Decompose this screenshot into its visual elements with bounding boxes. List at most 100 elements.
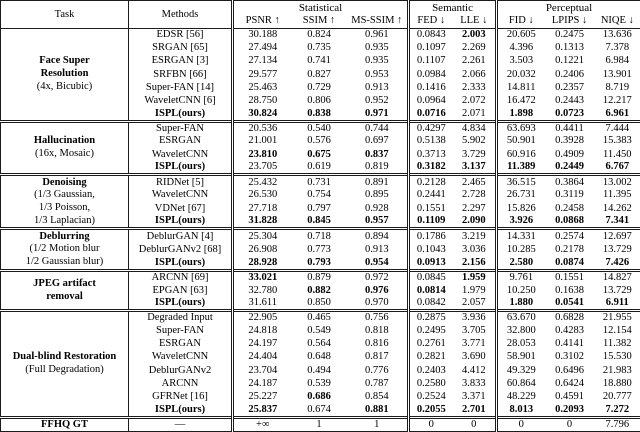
value-cell: 3.936 — [452, 309, 497, 325]
value-cell: 0.0843 — [407, 27, 453, 42]
value-cell: 10.250 — [495, 283, 545, 298]
table-row: WaveletCNN [6] 28.750 0.806 0.952 0.0964 2.07… — [1, 94, 640, 108]
task-cell: Denoising (1/3 Gaussian, 1/3 Poisson, 1/3 L… — [0, 173, 129, 229]
value-cell: 0.2357 — [555, 81, 584, 93]
value-cell: 11.395 — [603, 189, 632, 201]
table-row: ISPL(ours) 25.837 0.674 0.881 0.2055 2.701 8.0… — [1, 403, 640, 418]
value-cell: 27.494 — [231, 41, 292, 55]
value-cell: 2.269 — [461, 42, 486, 54]
table-row: Denoising (1/3 Gaussian, 1/3 Poisson, 1/3 L… — [0, 173, 640, 229]
value-cell: 0.972 — [346, 268, 409, 284]
value-cell: 6.911 — [605, 297, 629, 309]
value-cell: 20.032 — [495, 68, 545, 82]
value-cell: 13.729 — [602, 284, 632, 296]
value-cell: 0.881 — [364, 403, 389, 415]
value-cell: 22.905 — [231, 309, 292, 325]
value-cell: 0.619 — [307, 161, 331, 173]
method-cell: WaveletCNN — [128, 350, 233, 364]
table-row: Super-FAN [14] 25.463 0.729 0.913 0.1416 2.33… — [1, 81, 640, 95]
value-cell: 0.0868 — [555, 215, 584, 227]
value-cell: 0.1221 — [555, 55, 584, 67]
method-cell: EDSR [56] — [128, 27, 233, 42]
value-cell: 2.066 — [461, 68, 486, 80]
value-cell: 0.549 — [307, 325, 331, 337]
value-cell: 0.935 — [364, 55, 389, 67]
value-cell: 0.2574 — [544, 227, 595, 243]
value-cell: 3.503 — [495, 54, 545, 69]
value-cell: 13.002 — [594, 173, 640, 189]
value-cell: 6.984 — [605, 55, 630, 67]
value-cell: 3.833 — [461, 377, 486, 389]
value-cell: 0.1107 — [407, 54, 453, 69]
header-group-statistical: Statistical — [230, 0, 409, 15]
header-ssim: SSIM ↑ — [302, 15, 336, 27]
task-cell: Face Super Resolution (4x, Bicubic) — [0, 28, 129, 122]
header-methods: Methods — [128, 0, 233, 29]
value-cell: 0.913 — [364, 81, 389, 93]
value-cell: 14.331 — [495, 227, 545, 243]
value-cell: 0.3182 — [407, 161, 453, 175]
value-cell: 28.750 — [231, 94, 292, 108]
value-cell: 0.1313 — [555, 42, 584, 54]
value-cell: 24.404 — [231, 350, 292, 364]
header-task: Task — [54, 8, 75, 20]
value-cell: 0.0874 — [555, 256, 584, 268]
value-cell: 23.704 — [231, 363, 292, 378]
value-cell: 0 — [544, 415, 595, 432]
value-cell: 0.0541 — [555, 297, 584, 309]
value-cell: 2.090 — [461, 215, 486, 227]
task-cell: Deblurring (1/2 Motion blur 1/2 Gaussian b… — [0, 227, 129, 271]
value-cell: 0.913 — [364, 243, 389, 255]
value-cell: 14.811 — [495, 81, 545, 95]
value-cell: 0.675 — [307, 148, 331, 160]
header-lle: LLE ↓ — [460, 15, 488, 27]
value-cell: 0.0845 — [407, 268, 453, 284]
value-cell: 0.735 — [307, 42, 331, 54]
value-cell: 0.4909 — [555, 148, 584, 160]
value-cell: 8.719 — [605, 81, 630, 93]
value-cell: 0 — [452, 415, 497, 432]
method-cell: ISPL(ours) — [128, 256, 233, 271]
value-cell: 0.0716 — [407, 107, 453, 122]
value-cell: 8.013 — [495, 403, 545, 418]
value-cell: 0.1416 — [407, 81, 453, 95]
value-cell: 12.154 — [602, 325, 632, 337]
value-cell: 11.389 — [495, 161, 545, 175]
method-cell: ESRGAN — [128, 134, 233, 149]
value-cell: 0.819 — [364, 161, 389, 173]
value-cell: 0.539 — [307, 377, 331, 389]
value-cell: 0.970 — [364, 297, 389, 309]
value-cell: 0.971 — [364, 107, 389, 119]
value-cell: 0.928 — [364, 202, 389, 214]
task-label-line: Resolution — [40, 68, 89, 80]
method-cell: ESRGAN — [128, 337, 233, 351]
value-cell: 3.926 — [495, 215, 545, 229]
value-cell: 1.959 — [452, 268, 497, 284]
method-cell: WaveletCNN — [128, 188, 233, 202]
task-label-line: Hallucination — [33, 135, 96, 147]
value-cell: 24.197 — [231, 337, 292, 351]
value-cell: 48.229 — [495, 390, 545, 404]
value-cell: 60.864 — [495, 377, 545, 391]
value-cell: 0.6828 — [544, 309, 595, 325]
table-row: ISPL(ours) 28.928 0.793 0.954 0.0913 2.156 2.5… — [1, 256, 640, 271]
value-cell: 27.718 — [231, 201, 292, 216]
method-cell: WaveletCNN — [128, 148, 233, 162]
value-cell: 0.957 — [364, 215, 389, 227]
value-cell: 0.494 — [307, 364, 331, 376]
value-cell: 2.728 — [461, 189, 486, 201]
value-cell: 6.961 — [605, 107, 630, 119]
method-cell: VDNet [67] — [128, 201, 233, 216]
value-cell: 0.0913 — [407, 256, 453, 271]
method-cell: ARCNN [69] — [128, 268, 233, 284]
value-cell: 21.001 — [231, 134, 292, 149]
value-cell: 4.396 — [495, 41, 545, 55]
value-cell: 0.741 — [307, 55, 331, 67]
value-cell: 0.954 — [364, 256, 389, 268]
value-cell: 21.955 — [594, 309, 640, 325]
value-cell: 10.285 — [495, 242, 545, 257]
value-cell: 0.818 — [364, 325, 389, 337]
table-row: EPGAN [63] 32.780 0.882 0.976 0.0814 1.979 10.… — [1, 283, 640, 298]
value-cell: 27.134 — [231, 54, 292, 69]
